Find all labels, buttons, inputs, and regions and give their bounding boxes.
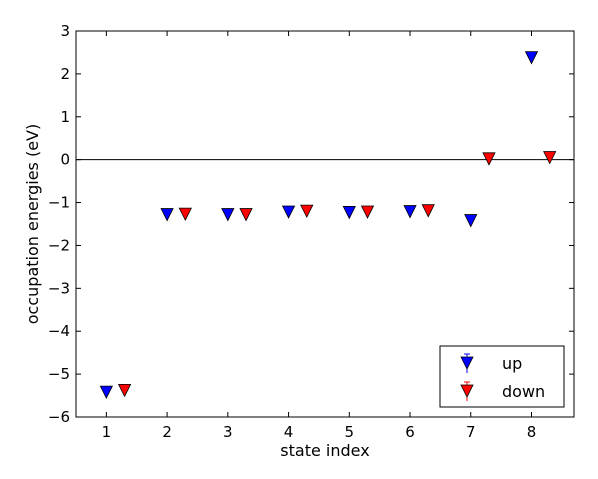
up-marker-5 — [342, 206, 356, 220]
plot-area — [76, 51, 574, 400]
legend-box — [439, 345, 565, 408]
legend-marker-down — [460, 384, 474, 398]
x-axis-label: state index — [280, 441, 369, 460]
down-marker-2 — [178, 207, 192, 222]
y-tick-label-3: −4 — [48, 322, 70, 340]
up-marker-8 — [524, 51, 539, 65]
x-tick-label-6: 6 — [405, 423, 415, 441]
up-marker-6 — [403, 205, 417, 219]
x-tick-label-7: 7 — [466, 423, 476, 441]
down-marker-6 — [421, 204, 435, 218]
down-marker-7 — [482, 152, 496, 166]
y-axis-label: occupation energies (eV) — [23, 124, 42, 324]
up-marker-2 — [160, 208, 174, 222]
y-tick-label-1: −6 — [48, 408, 70, 426]
legend-label-down: down — [502, 382, 545, 401]
x-tick-label-3: 3 — [223, 423, 233, 441]
y-tick-label-6: −1 — [48, 194, 70, 212]
y-tick-label-2: −5 — [48, 365, 70, 383]
down-marker-4 — [300, 204, 314, 219]
x-tick-label-8: 8 — [527, 423, 537, 441]
up-marker-3 — [221, 208, 235, 222]
legend: up down — [439, 345, 565, 408]
legend-item-down: down — [460, 381, 545, 401]
legend-label-up: up — [502, 354, 522, 373]
y-tick-label-9: 2 — [60, 65, 70, 83]
legend-item-up: up — [460, 353, 522, 373]
y-tick-label-4: −3 — [48, 279, 70, 297]
axes: 1 2 3 4 5 6 7 8 −6 −5 −4 −3 −2 −1 0 1 2 3 — [48, 22, 575, 441]
y-tick-label-5: −2 — [48, 236, 70, 254]
y-tick-label-7: 0 — [60, 151, 70, 169]
y-tick-label-10: 3 — [60, 22, 70, 40]
y-tick-label-8: 1 — [60, 108, 70, 126]
plot-frame — [75, 30, 575, 418]
down-marker-8 — [543, 151, 557, 165]
up-marker-7 — [464, 214, 478, 228]
x-tick-label-2: 2 — [162, 423, 172, 441]
down-marker-5 — [360, 205, 375, 219]
x-tick-label-1: 1 — [102, 423, 112, 441]
legend-marker-up — [460, 356, 474, 370]
up-marker-4 — [281, 205, 296, 219]
down-marker-3 — [239, 208, 253, 222]
x-tick-label-4: 4 — [284, 423, 294, 441]
up-marker-1 — [99, 385, 114, 400]
down-marker-1 — [117, 384, 132, 398]
x-tick-label-5: 5 — [345, 423, 355, 441]
